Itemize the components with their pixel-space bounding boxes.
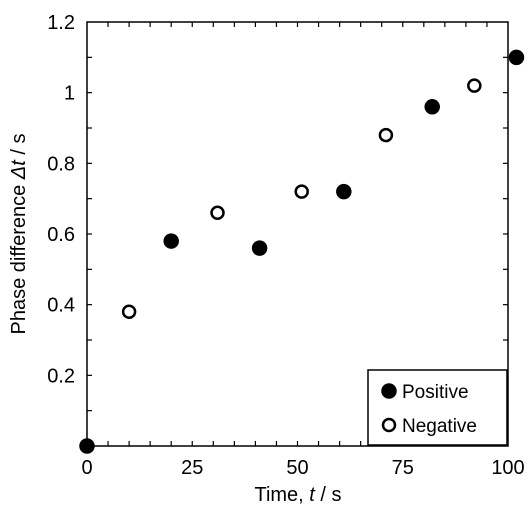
legend-marker-positive (381, 383, 397, 399)
data-point-positive (79, 438, 95, 454)
legend-marker-negative (381, 417, 397, 433)
data-point-negative (294, 184, 309, 199)
data-point-negative (210, 205, 225, 221)
data-point-positive (336, 183, 352, 200)
data-point-positive (251, 240, 268, 256)
data-point-negative (467, 78, 482, 93)
legend-box (367, 369, 508, 446)
x-axis-title: Time, t / s (254, 484, 341, 506)
data-point-negative (378, 127, 394, 143)
y-tick-label: 0.6 (47, 224, 75, 246)
y-axis-title: Phase difference Δt / s (8, 134, 30, 335)
y-tick-label: 0.4 (47, 295, 75, 317)
y-tick-label: 1 (64, 83, 75, 105)
x-tick-label: 25 (181, 457, 203, 479)
x-tick-label: 0 (81, 457, 92, 479)
data-point-positive (163, 233, 179, 249)
y-tick-label: 0.8 (47, 153, 75, 175)
legend: Positive Negative (367, 369, 508, 446)
data-point-positive (424, 99, 440, 115)
data-point-positive (508, 49, 525, 66)
y-tick-label: 1.2 (47, 12, 75, 34)
x-tick-label: 75 (392, 457, 414, 479)
x-axis-ticks: 0 25 50 75 100 (81, 457, 524, 479)
legend-label-negative: Negative (402, 416, 477, 437)
legend-label-positive: Positive (402, 382, 469, 403)
data-point-negative (121, 304, 137, 319)
y-tick-label: 0.2 (47, 365, 75, 387)
x-tick-label: 100 (491, 457, 524, 479)
x-tick-label: 50 (286, 457, 308, 479)
data-points (79, 49, 525, 454)
y-axis-ticks: 0.2 0.4 0.6 0.8 1 1.2 (47, 12, 75, 387)
